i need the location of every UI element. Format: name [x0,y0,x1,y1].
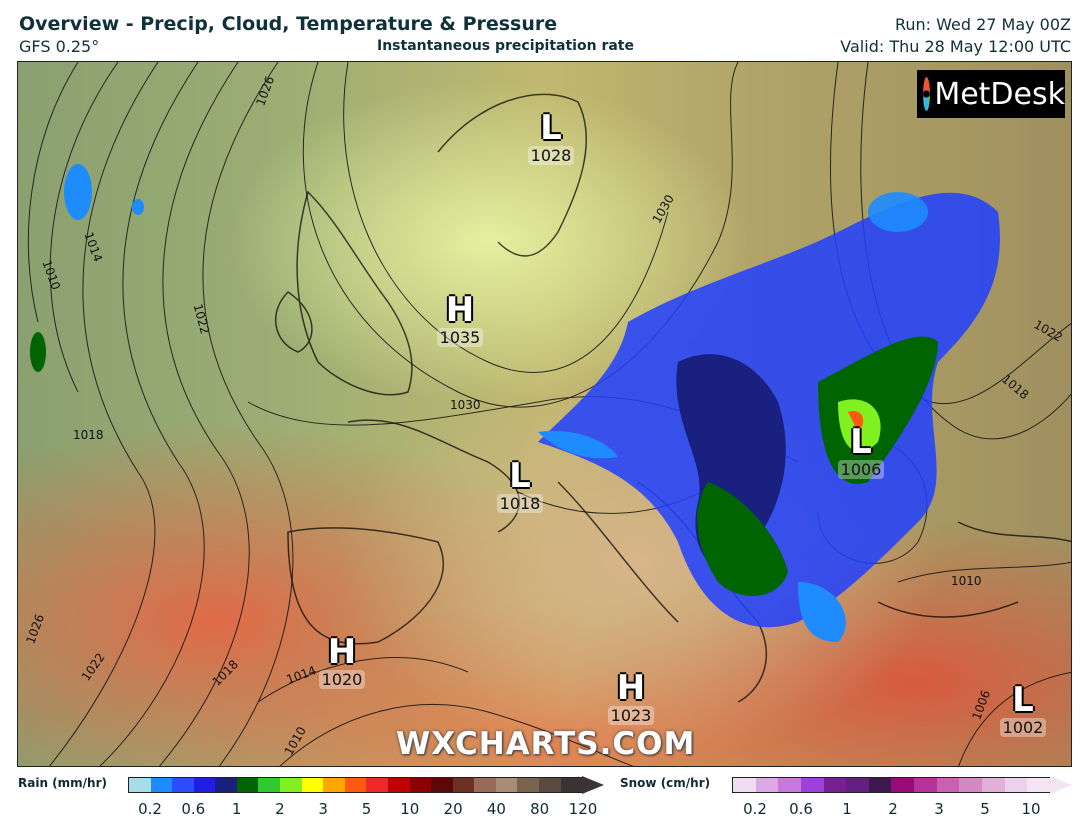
colorbar-swatch [560,778,583,792]
precipitation-areas [30,164,1000,642]
metdesk-logo: MetDesk [917,70,1065,118]
colorbar-tick-label: 0.2 [743,800,767,818]
pressure-value: 1020 [318,670,366,689]
colorbar-swatch [846,778,869,792]
colorbar-swatch [409,778,432,792]
rain-colorbar [128,777,583,793]
colorbar-swatch [387,778,410,792]
colorbar-swatch [800,778,824,792]
pressure-value: 1028 [527,146,575,165]
model-label: GFS 0.25° [19,37,100,56]
colorbar-tick-label: 3 [934,800,944,818]
isobar-label: 1030 [450,398,481,412]
high-pressure-center: H 1020 [307,634,377,689]
pressure-value: 1018 [496,494,544,513]
chart-subtitle: Instantaneous precipitation rate [377,38,634,54]
colorbar-swatch [778,778,801,792]
colorbar-swatch [755,778,779,792]
colorbar-swatch [474,778,496,792]
colorbar-swatch [193,778,216,792]
colorbar-swatch [366,778,388,792]
pressure-value: 1023 [607,706,655,725]
colorbar-tick-label: 3 [318,800,328,818]
snow-colorbar-arrow [1050,776,1072,794]
colorbar-tick-label: 0.2 [138,800,162,818]
low-pressure-center: L 1018 [485,458,555,513]
colorbar-tick-label: 2 [888,800,898,818]
pressure-symbol: H [327,632,357,672]
chart-title: Overview - Precip, Cloud, Temperature & … [19,13,558,35]
snow-colorbar [732,777,1050,793]
weather-map[interactable]: 1026 1014 1010 1022 1018 1030 1030 1022 … [17,61,1072,767]
colorbar-swatch [914,778,937,792]
colorbar-swatch [215,778,237,792]
map-layers [27,62,1071,766]
logo-burst-icon [923,77,931,111]
valid-time: Valid: Thu 28 May 12:00 UTC [840,37,1071,56]
colorbar-swatch [323,778,345,792]
colorbar-tick-label: 10 [400,800,420,818]
pressure-value: 1035 [436,328,484,347]
pressure-value: 1002 [999,718,1047,737]
colorbar-swatch [517,778,539,792]
colorbar-tick-label: 80 [530,800,550,818]
colorbar-swatch [1027,778,1050,792]
pressure-symbol: L [1012,680,1034,720]
colorbar-swatch [891,778,915,792]
colorbar-swatch [936,778,960,792]
high-pressure-center: H 1023 [596,670,666,725]
snow-legend-label: Snow (cm/hr) [620,776,711,790]
colorbar-tick-label: 1 [842,800,852,818]
colorbar-swatch [129,778,151,792]
colorbar-swatch [280,778,302,792]
colorbar-swatch [823,778,847,792]
colorbar-swatch [431,778,453,792]
colorbar-swatch [301,778,324,792]
pressure-symbol: L [509,456,531,496]
pressure-symbol: L [850,422,872,462]
low-pressure-center: L 1002 [988,682,1058,737]
colorbar-swatch [452,778,475,792]
colorbar-swatch [959,778,983,792]
high-pressure-center: H 1035 [425,292,495,347]
isobars [27,62,1071,766]
colorbar-tick-label: 120 [568,800,598,818]
low-pressure-center: L 1006 [826,424,896,479]
colorbar-swatch [538,778,561,792]
colorbar-swatch [172,778,194,792]
pressure-symbol: H [616,668,646,708]
colorbar-tick-label: 1 [231,800,242,818]
watermark: WXCHARTS.COM [396,726,696,762]
colorbar-tick-label: 0.6 [181,800,206,818]
colorbar-swatch [150,778,173,792]
logo-text: MetDesk [934,76,1065,112]
colorbar-tick-label: 0.6 [789,800,813,818]
colorbar-tick-label: 40 [486,800,506,818]
pressure-symbol: L [540,108,562,148]
colorbar-swatch [258,778,281,792]
colorbar-swatch [982,778,1005,792]
pressure-symbol: H [445,290,475,330]
colorbar-tick-label: 2 [275,800,285,818]
colorbar-swatch [733,778,756,792]
colorbar-swatch [495,778,518,792]
colorbar-tick-label: 10 [1021,800,1041,818]
pressure-value: 1006 [837,460,885,479]
colorbar-swatch [868,778,892,792]
colorbar-swatch [1004,778,1028,792]
rain-legend-label: Rain (mm/hr) [18,776,107,790]
colorbar-tick-label: 5 [980,800,990,818]
colorbar-swatch [236,778,259,792]
run-time: Run: Wed 27 May 00Z [894,15,1071,34]
low-pressure-center: L 1028 [516,110,586,165]
colorbar-swatch [344,778,367,792]
colorbar-tick-label: 5 [361,800,372,818]
rain-colorbar-arrow [582,776,604,794]
isobar-label: 1018 [73,428,104,442]
colorbar-tick-label: 20 [443,800,463,818]
isobar-label: 1010 [951,574,982,588]
